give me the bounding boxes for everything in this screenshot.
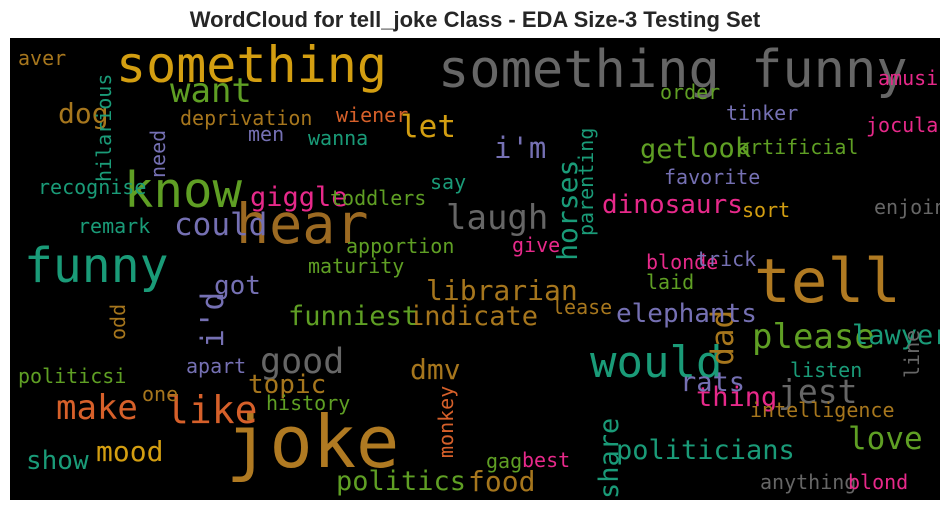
word-give: give: [512, 233, 561, 257]
word-wiener: wiener: [336, 103, 409, 127]
word-laid: laid: [646, 270, 695, 294]
word-politicsi: politicsi: [18, 364, 127, 388]
word-funny: funny: [24, 238, 169, 294]
word-remark: remark: [78, 214, 151, 238]
word-trick: trick: [696, 247, 757, 271]
word-hear: hear: [236, 192, 369, 256]
word-lease: lease: [552, 295, 613, 319]
word-tinker: tinker: [726, 101, 799, 125]
word-blonde: blonde: [646, 250, 719, 274]
word-rats: rats: [680, 367, 746, 398]
word-monkey: monkey: [434, 385, 458, 458]
word-mood: mood: [96, 435, 164, 468]
word-know: know: [124, 162, 243, 219]
word-joke: joke: [226, 400, 400, 484]
word-jest: jest: [778, 372, 858, 411]
word-odd: odd: [106, 303, 130, 340]
word-jocularity: jocularity: [866, 113, 940, 137]
word-elephants: elephants: [616, 299, 757, 329]
word-gag: gag: [486, 449, 523, 473]
word-good: good: [260, 342, 345, 382]
word-politicians: politicians: [616, 435, 795, 466]
word-like: like: [166, 388, 258, 432]
word-something: something: [116, 38, 387, 94]
word-please: please: [752, 317, 875, 357]
word-recognise: recognise: [38, 175, 147, 199]
word-got: got: [214, 271, 261, 301]
word-sort: sort: [742, 198, 791, 222]
word-one: one: [142, 382, 179, 406]
word-favorite: favorite: [664, 165, 761, 189]
word-giggle: giggle: [250, 182, 348, 213]
word-want: want: [170, 71, 252, 111]
word-food: food: [468, 465, 536, 498]
word-order: order: [660, 80, 721, 104]
word-dinosaurs: dinosaurs: [602, 190, 743, 220]
word-would: would: [590, 337, 723, 388]
word-i-m: i'm: [494, 131, 547, 165]
word-apart: apart: [186, 354, 247, 378]
chart-title: WordCloud for tell_joke Class - EDA Size…: [189, 7, 761, 32]
word-thing: thing: [696, 382, 778, 413]
word-show: show: [26, 446, 89, 476]
word-men: men: [248, 122, 285, 146]
word-amusing: amusing: [878, 66, 940, 90]
word-anything: anything: [760, 470, 857, 494]
word-make: make: [56, 388, 138, 428]
word-maturity: maturity: [308, 254, 405, 278]
word-best: best: [522, 448, 571, 472]
word-topic: topic: [248, 370, 327, 400]
word-funniest: funniest: [288, 301, 419, 332]
word-intelligence: intelligence: [750, 398, 895, 422]
word-history: history: [266, 391, 351, 415]
word-laugh: laugh: [446, 198, 549, 238]
word-deprivation: deprivation: [180, 106, 313, 130]
word-dog: dog: [58, 97, 109, 130]
word-line: line: [900, 329, 924, 378]
word-parenting: parenting: [574, 127, 598, 236]
word-enjoin: enjoin: [874, 195, 940, 219]
wordcloud-canvas: joke tell hear something funny something know…: [10, 38, 940, 500]
word-could: could: [174, 207, 268, 243]
word-aver: aver: [18, 46, 67, 70]
word-blond: blond: [848, 470, 909, 494]
word-look: look: [686, 133, 752, 164]
word-artificial: artificial: [738, 135, 859, 159]
word-wanna: wanna: [308, 126, 369, 150]
word-something-funny: something funny: [438, 40, 908, 100]
word-librarian: librarian: [426, 274, 578, 307]
word-love: love: [848, 421, 923, 457]
word-dmv: dmv: [410, 353, 461, 386]
word-indicate: indicate: [408, 301, 539, 332]
word-lawyer: lawyer: [852, 320, 940, 351]
word-listen: listen: [790, 358, 863, 382]
word-apportion: apportion: [346, 234, 455, 258]
word-hilarious: hilarious: [92, 73, 116, 182]
word-toddlers: toddlers: [330, 186, 427, 210]
word-say: say: [430, 170, 467, 194]
word-tell: tell: [754, 246, 901, 317]
word-politics: politics: [336, 466, 467, 497]
word-get: get: [640, 134, 689, 165]
word-let: let: [400, 109, 456, 145]
word-share: share: [594, 417, 625, 499]
word-need: need: [146, 129, 170, 178]
